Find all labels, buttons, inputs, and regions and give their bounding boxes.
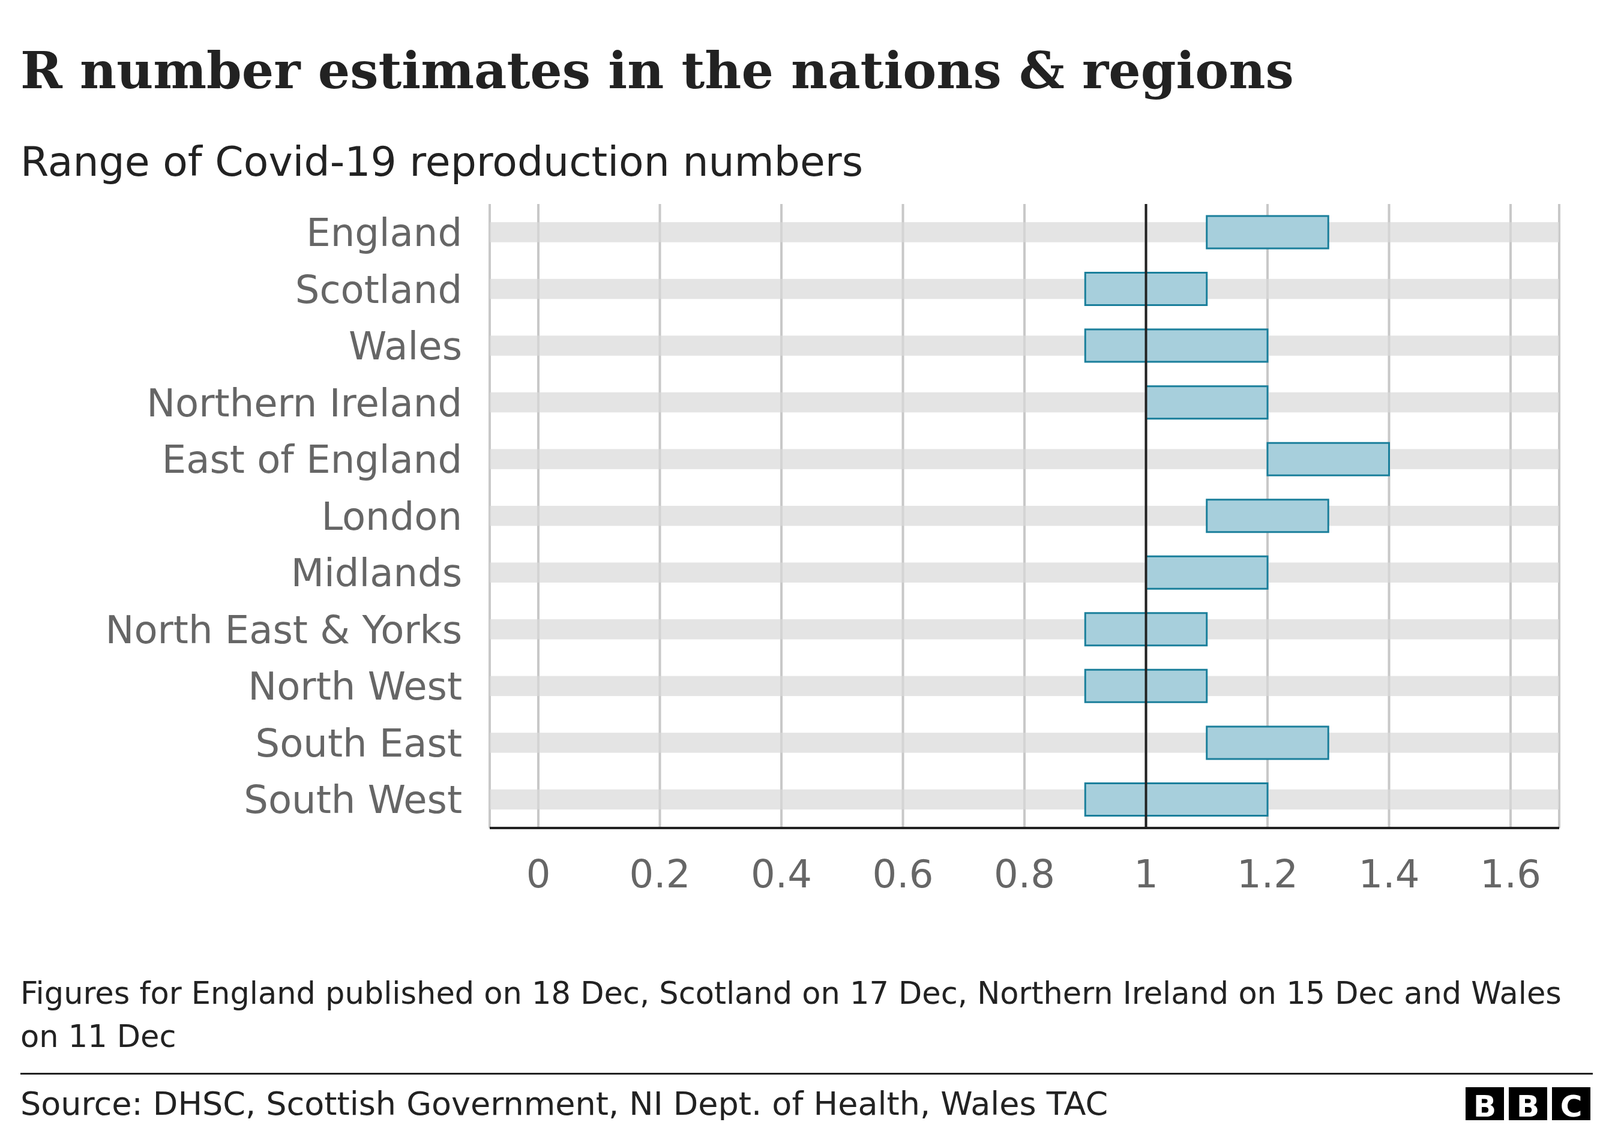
svg-text:0.4: 0.4 [750,852,813,897]
svg-text:North East & Yorks: North East & Yorks [105,607,463,653]
svg-text:South West: South West [243,777,463,823]
html-text:B: B [1516,1089,1540,1125]
html-text:Figures for England published: Figures for England published on 18 Dec,… [20,975,1562,1055]
svg-text:Scotland: Scotland [295,267,463,313]
svg-text:1.4: 1.4 [1358,852,1420,897]
svg-text:0.8: 0.8 [993,852,1056,897]
svg-text:0.6: 0.6 [872,852,934,897]
svg-text:1.6: 1.6 [1479,852,1542,897]
svg-text:Northern Ireland: Northern Ireland [146,381,463,426]
html-text:Range of Covid-19 reproduction: Range of Covid-19 reproduction numbers [20,138,864,186]
svg-text:Wales: Wales [348,324,463,369]
svg-text:1.2: 1.2 [1236,852,1299,897]
svg-text:Midlands: Midlands [291,550,463,596]
svg-text:1: 1 [1133,852,1159,897]
html-text:B: B [1473,1089,1497,1125]
svg-text:0.2: 0.2 [629,852,691,897]
svg-text:0: 0 [526,852,551,897]
html-text:C: C [1560,1089,1583,1125]
svg-text:South East: South East [255,721,463,766]
svg-text:London: London [321,494,463,539]
svg-text:North West: North West [247,664,463,709]
svg-text:England: England [306,210,463,256]
html-text:R number estimates in the nati: R number estimates in the nations & regi… [20,40,1294,101]
html-text:Source: DHSC, Scottish Governm: Source: DHSC, Scottish Government, NI De… [20,1085,1109,1123]
svg-text:East of England: East of England [162,437,463,482]
